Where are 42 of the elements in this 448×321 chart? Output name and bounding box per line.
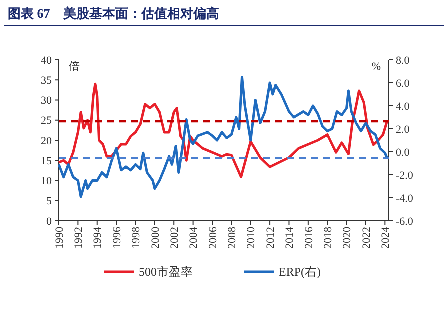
line-series [58,76,388,198]
x-tick-label: 2010 [246,226,258,249]
y2-tick-label: 8.0 [396,54,410,67]
x-tick-label: 2014 [284,226,296,249]
y-tick-label: 10 [41,176,52,188]
x-tick-label: 1998 [130,226,143,249]
y-tick-label: 20 [41,135,52,148]
x-tick-label: 2004 [188,226,200,249]
y-tick-label: 25 [41,115,52,128]
x-tick-label: 2008 [226,226,239,249]
x-tick-label: 1996 [111,226,124,249]
x-tick-label: 1994 [92,226,104,249]
y-tick-label: 40 [41,54,52,67]
x-tick-label: 1992 [73,227,86,249]
y2-tick-label: -6.0 [396,216,414,228]
x-tick-label: 2020 [342,226,354,249]
x-tick-label: 2012 [264,227,277,249]
x-tick-label: 2016 [303,226,316,249]
y2-tick-label: 0.0 [396,146,410,159]
legend-label: ERP(右) [279,265,322,280]
y2-axis-title: % [372,61,381,73]
y-tick-label: 5 [46,196,52,208]
y-axis-title: 倍 [69,60,80,73]
y-tick-label: 15 [41,155,52,168]
y-tick-label: 0 [46,216,52,228]
legend-label: 500市盈率 [139,265,193,280]
x-tick-label: 2006 [207,226,220,249]
chart-title: 图表 67 美股基本面：估值相对偏高 [8,6,220,21]
x-tick-label: 2024 [380,226,392,249]
y2-tick-label: 6.0 [396,78,410,90]
y2-tick-label: -2.0 [396,170,414,182]
x-tick-label: 2018 [322,226,334,249]
x-tick-label: 2000 [150,226,162,249]
y2-tick-label: 4.0 [396,100,410,113]
x-tick-label: 2002 [168,227,181,249]
x-tick-label: 1990 [54,226,66,249]
line-series [58,82,388,178]
y2-tick-label: -4.0 [396,192,414,205]
x-tick-label: 2022 [360,227,373,249]
y2-tick-label: 2.0 [396,124,410,136]
y-tick-label: 35 [41,74,52,87]
y-tick-label: 30 [41,95,52,108]
